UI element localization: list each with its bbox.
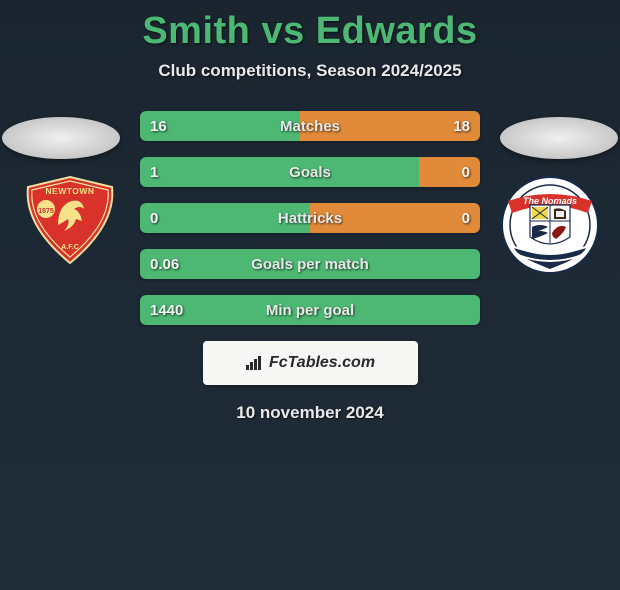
stat-bar: 1 Goals 0 <box>140 157 480 187</box>
stat-value-left: 1 <box>150 164 158 181</box>
club-badge-right: The Nomads <box>500 175 600 275</box>
stat-bar: 16 Matches 18 <box>140 111 480 141</box>
stat-value-left: 0 <box>150 210 158 227</box>
stat-fill-left <box>140 157 419 187</box>
stat-bar: 1440 Min per goal <box>140 295 480 325</box>
attribution-text: FcTables.com <box>269 354 375 372</box>
stat-label: Hattricks <box>278 210 342 227</box>
player-avatar-left <box>2 117 120 159</box>
stat-label: Matches <box>280 118 340 135</box>
attribution-badge[interactable]: FcTables.com <box>203 341 418 385</box>
page-title: Smith vs Edwards <box>0 10 620 53</box>
stat-bar: 0 Hattricks 0 <box>140 203 480 233</box>
stat-bar: 0.06 Goals per match <box>140 249 480 279</box>
stat-rows: 16 Matches 18 1 Goals 0 0 Hattricks 0 0.06 Goals p… <box>140 111 480 325</box>
date-text: 10 november 2024 <box>0 403 620 423</box>
player-avatar-right <box>500 117 618 159</box>
chart-icon <box>245 355 265 371</box>
stat-value-right: 0 <box>462 164 470 181</box>
stat-value-left: 1440 <box>150 302 183 319</box>
svg-text:1875: 1875 <box>38 208 54 215</box>
stat-value-left: 0.06 <box>150 256 179 273</box>
stat-label: Goals <box>289 164 331 181</box>
svg-text:NEWTOWN: NEWTOWN <box>45 186 94 196</box>
stat-fill-right <box>419 157 480 187</box>
stat-label: Goals per match <box>251 256 369 273</box>
stat-value-right: 0 <box>462 210 470 227</box>
comparison-area: 1875 NEWTOWN A.F.C The Nomads <box>0 111 620 423</box>
svg-text:A.F.C: A.F.C <box>61 244 79 251</box>
stat-label: Min per goal <box>266 302 354 319</box>
page-subtitle: Club competitions, Season 2024/2025 <box>0 61 620 81</box>
stat-value-left: 16 <box>150 118 167 135</box>
stat-value-right: 18 <box>453 118 470 135</box>
club-badge-left: 1875 NEWTOWN A.F.C <box>20 175 120 265</box>
